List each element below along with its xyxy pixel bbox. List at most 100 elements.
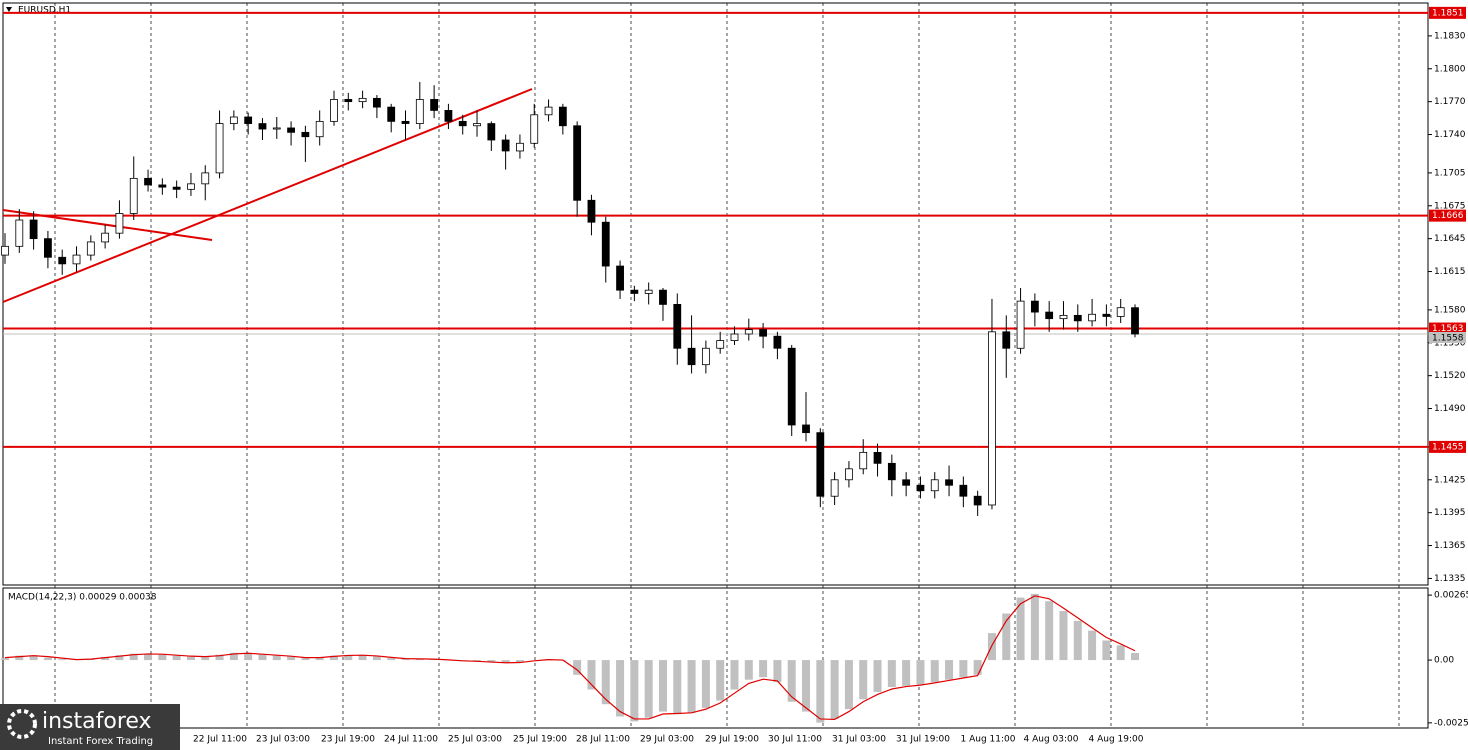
candle-body xyxy=(887,462,896,481)
candle-body xyxy=(859,451,868,470)
x-tick-label: 29 Jul 19:00 xyxy=(705,735,759,745)
candle-body xyxy=(573,125,582,201)
candle-body xyxy=(959,484,968,497)
macd-tick-label: 0.00 xyxy=(1434,656,1454,666)
macd-bar xyxy=(315,657,324,661)
macd-bar xyxy=(573,660,582,675)
candle-body xyxy=(558,106,567,127)
candle-body xyxy=(487,123,496,141)
macd-bar xyxy=(101,657,110,661)
candle-body xyxy=(444,110,453,122)
candle-body xyxy=(802,424,810,434)
candle-body xyxy=(759,329,768,337)
candle-body xyxy=(1088,313,1096,322)
candle-body xyxy=(816,432,825,497)
level-tag xyxy=(1429,209,1466,222)
macd-bar xyxy=(158,654,167,661)
candle-body xyxy=(372,97,381,108)
macd-tick-label: -0.00256 xyxy=(1434,718,1468,728)
macd-signal xyxy=(4,595,1136,721)
candle-body xyxy=(673,304,682,349)
candle-body xyxy=(744,329,753,335)
candle-body xyxy=(530,114,539,144)
x-tick-label: 24 Jul 11:00 xyxy=(384,735,438,745)
y-tick-label: 1.1395 xyxy=(1434,508,1466,518)
y-tick-label: 1.1740 xyxy=(1434,130,1466,140)
macd-bar xyxy=(787,660,796,702)
macd-bar xyxy=(744,660,753,680)
candle-body xyxy=(973,495,982,506)
candle-body xyxy=(830,479,839,497)
candle-body xyxy=(659,289,667,305)
candle-body xyxy=(1073,314,1082,322)
macd-bar xyxy=(215,654,224,661)
candle-body xyxy=(873,451,882,464)
x-tick-label: 23 Jul 19:00 xyxy=(321,735,375,745)
macd-bar xyxy=(244,653,253,661)
x-tick-label: 4 Aug 19:00 xyxy=(1089,735,1144,745)
macd-bar xyxy=(129,653,138,661)
candle-body xyxy=(101,232,110,243)
y-tick-label: 1.1800 xyxy=(1434,64,1466,74)
y-tick-label: 1.1365 xyxy=(1434,541,1466,551)
macd-bar xyxy=(515,660,524,663)
macd-bar xyxy=(802,660,811,712)
candle-body xyxy=(44,238,52,258)
candle-body xyxy=(86,241,95,256)
y-tick-label: 1.1425 xyxy=(1434,475,1466,485)
macd-bar xyxy=(658,660,667,712)
macd-bar xyxy=(15,655,24,661)
candle-body xyxy=(272,127,281,130)
trend-line xyxy=(2,88,533,303)
candle-body xyxy=(58,256,67,265)
candle-body xyxy=(430,99,439,111)
candle-body xyxy=(301,131,310,138)
macd-bar xyxy=(144,653,153,661)
macd-bar xyxy=(1030,593,1039,661)
macd-bar xyxy=(716,660,725,701)
macd-bar xyxy=(587,660,596,690)
candle-body xyxy=(716,340,725,349)
candle-body xyxy=(1030,300,1039,313)
macd-panel xyxy=(2,587,1429,729)
macd-bar xyxy=(630,660,639,722)
macd-bar xyxy=(358,655,367,661)
macd-bar xyxy=(673,660,682,715)
macd-bar xyxy=(1,658,9,661)
x-tick-label: 22 Jul 11:00 xyxy=(193,735,247,745)
candle-body xyxy=(945,479,953,486)
macd-bar xyxy=(945,660,954,680)
level-tag xyxy=(1429,440,1466,453)
candle-body xyxy=(387,106,396,122)
candle-body xyxy=(72,254,81,265)
macd-bar xyxy=(372,656,381,661)
candle-body xyxy=(1102,313,1111,317)
macd-bar xyxy=(816,660,825,723)
macd-bar xyxy=(1045,601,1054,661)
candle-body xyxy=(1002,331,1011,349)
candle-body xyxy=(1131,307,1139,335)
y-tick-label: 1.1645 xyxy=(1434,234,1466,244)
price-panel xyxy=(2,2,1429,586)
brand: instaforex xyxy=(42,709,152,734)
x-tick-label: 30 Jul 11:00 xyxy=(768,735,822,745)
macd-bar xyxy=(730,660,739,690)
macd-bar xyxy=(487,660,496,663)
candle-body xyxy=(701,347,710,366)
chart-title: EURUSD,H1 xyxy=(18,6,71,16)
macd-title: MACD(14,22,3) 0.00029 0.00038 xyxy=(8,593,157,603)
macd-bar xyxy=(301,658,310,661)
macd-bar xyxy=(344,655,353,661)
candle-body xyxy=(845,468,853,481)
level-label: 1.1563 xyxy=(1432,324,1464,334)
macd-bar xyxy=(616,660,625,717)
y-tick-label: 1.1490 xyxy=(1434,404,1466,414)
level-label: 1.1851 xyxy=(1432,8,1464,18)
y-tick-label: 1.1520 xyxy=(1434,371,1466,381)
macd-bar xyxy=(115,655,124,661)
macd-bar xyxy=(601,660,610,705)
candle-body xyxy=(401,120,410,124)
level-label: 1.1455 xyxy=(1432,442,1464,452)
